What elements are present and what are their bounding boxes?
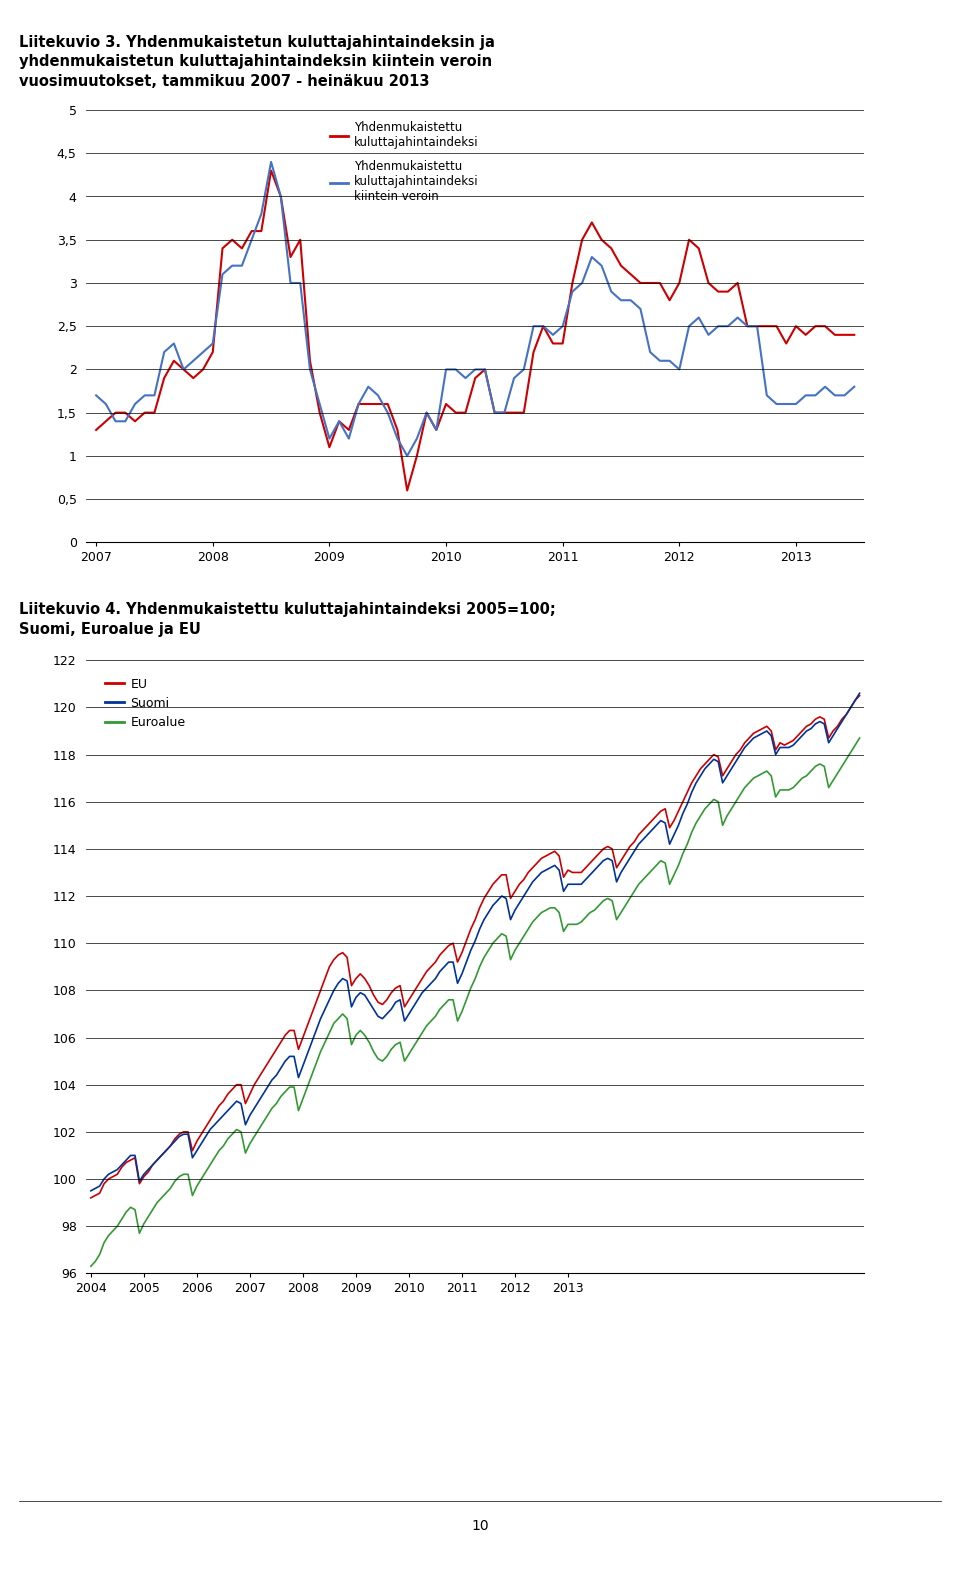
Text: Liitekuvio 3. Yhdenmukaistetun kuluttajahintaindeksin ja
yhdenmukaistetun kulutt: Liitekuvio 3. Yhdenmukaistetun kuluttaja… xyxy=(19,35,495,90)
Text: Liitekuvio 4. Yhdenmukaistettu kuluttajahintaindeksi 2005=100;
Suomi, Euroalue j: Liitekuvio 4. Yhdenmukaistettu kuluttaja… xyxy=(19,602,556,637)
Legend: EU, Suomi, Euroalue: EU, Suomi, Euroalue xyxy=(101,673,190,734)
Text: 10: 10 xyxy=(471,1519,489,1533)
Legend: Yhdenmukaistettu
kuluttajahintaindeksi, Yhdenmukaistettu
kuluttajahintaindeksi
k: Yhdenmukaistettu kuluttajahintaindeksi, … xyxy=(325,116,483,208)
